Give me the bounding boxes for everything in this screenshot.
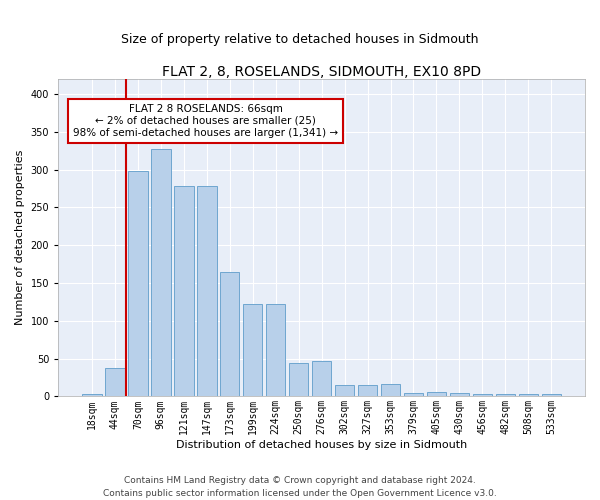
Bar [266, 304, 286, 396]
Bar [427, 392, 446, 396]
Bar [197, 186, 217, 396]
Bar [82, 394, 101, 396]
Text: FLAT 2 8 ROSELANDS: 66sqm
← 2% of detached houses are smaller (25)
98% of semi-d: FLAT 2 8 ROSELANDS: 66sqm ← 2% of detach… [73, 104, 338, 138]
Bar [335, 385, 355, 396]
Title: FLAT 2, 8, ROSELANDS, SIDMOUTH, EX10 8PD: FLAT 2, 8, ROSELANDS, SIDMOUTH, EX10 8PD [162, 65, 481, 79]
Bar [381, 384, 400, 396]
Bar [128, 171, 148, 396]
Bar [449, 392, 469, 396]
Bar [243, 304, 262, 396]
Bar [518, 394, 538, 396]
Bar [404, 392, 423, 396]
Y-axis label: Number of detached properties: Number of detached properties [15, 150, 25, 326]
Text: Contains HM Land Registry data © Crown copyright and database right 2024.
Contai: Contains HM Land Registry data © Crown c… [103, 476, 497, 498]
Bar [496, 394, 515, 396]
Bar [473, 394, 492, 396]
Text: Size of property relative to detached houses in Sidmouth: Size of property relative to detached ho… [121, 32, 479, 46]
Bar [151, 148, 170, 396]
Bar [542, 394, 561, 396]
Bar [312, 361, 331, 396]
Bar [358, 385, 377, 396]
Bar [105, 368, 125, 396]
X-axis label: Distribution of detached houses by size in Sidmouth: Distribution of detached houses by size … [176, 440, 467, 450]
Bar [174, 186, 194, 396]
Bar [220, 272, 239, 396]
Bar [289, 363, 308, 396]
